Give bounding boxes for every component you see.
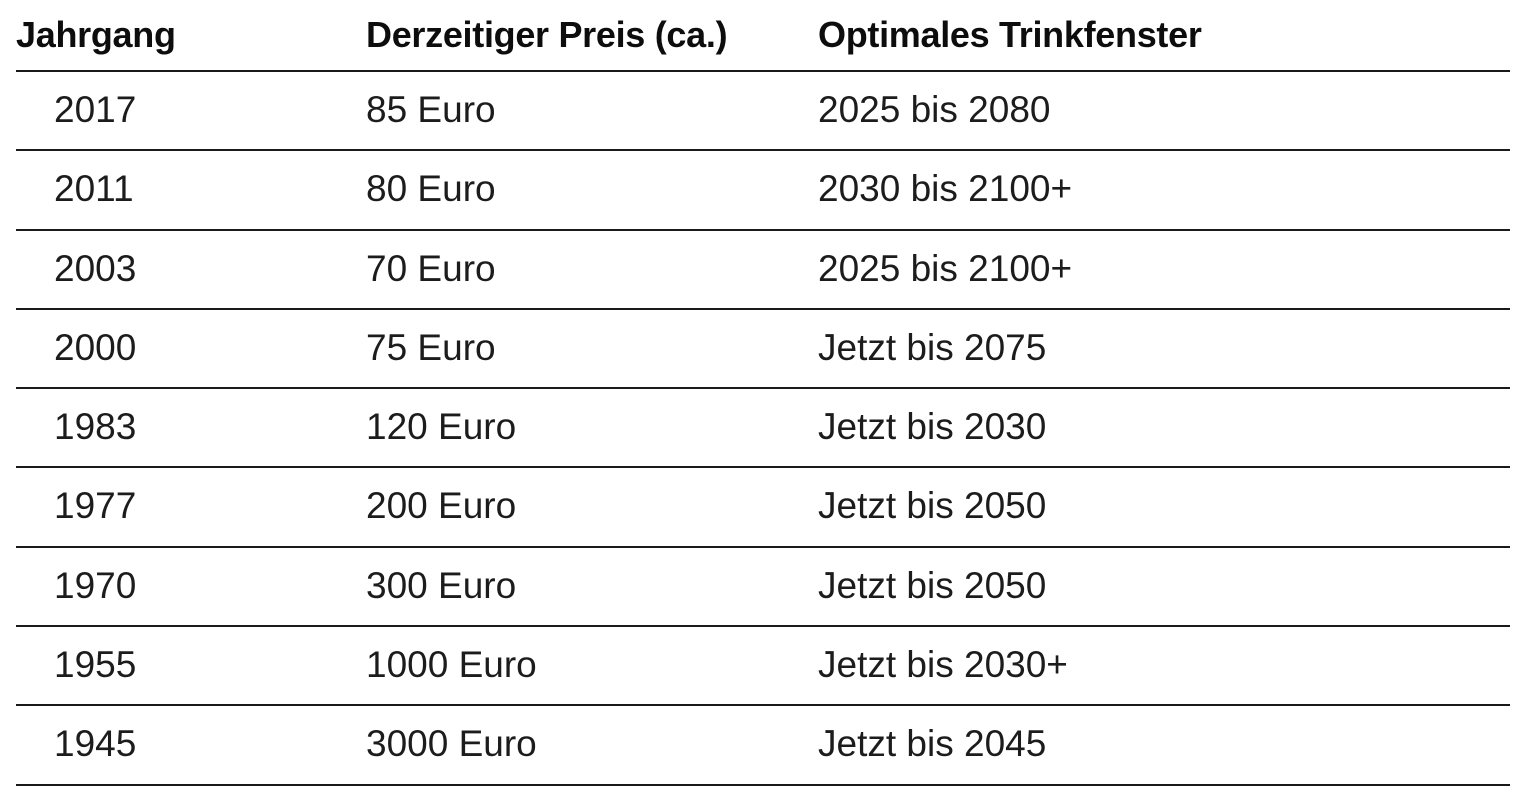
table-row: 2011 80 Euro 2030 bis 2100+ [16,151,1510,231]
cell-drinking-window: Jetzt bis 2030 [818,406,1047,448]
cell-price: 85 Euro [366,89,496,130]
cell-price: 120 Euro [366,406,517,448]
cell-year: 1977 [54,485,137,527]
vintage-table: Jahrgang Derzeitiger Preis (ca.) Optimal… [16,0,1510,786]
table-row: 1955 1000 Euro Jetzt bis 2030+ [16,627,1510,707]
cell-price: 75 Euro [366,326,496,368]
header-year: Jahrgang [16,14,176,55]
cell-price: 300 Euro [366,564,517,606]
cell-year: 1983 [54,406,137,448]
table-row: 1945 3000 Euro Jetzt bis 2045 [16,706,1510,786]
table-row: 2017 85 Euro 2025 bis 2080 [16,72,1510,152]
cell-year: 2003 [54,247,137,289]
cell-drinking-window: 2025 bis 2100+ [818,247,1073,289]
header-price: Derzeitiger Preis (ca.) [366,14,728,55]
header-drinking-window: Optimales Trinkfenster [818,14,1202,55]
cell-drinking-window: 2030 bis 2100+ [818,168,1073,210]
cell-price: 1000 Euro [366,644,537,686]
cell-drinking-window: Jetzt bis 2030+ [818,644,1068,686]
cell-year: 1955 [54,644,137,686]
cell-drinking-window: Jetzt bis 2045 [818,723,1047,765]
cell-year: 2017 [54,89,137,130]
cell-year: 1970 [54,564,137,606]
cell-drinking-window: Jetzt bis 2050 [818,485,1047,527]
cell-year: 2000 [54,326,137,368]
table-row: 1977 200 Euro Jetzt bis 2050 [16,468,1510,548]
cell-drinking-window: 2025 bis 2080 [818,89,1051,130]
table-row: 2003 70 Euro 2025 bis 2100+ [16,231,1510,310]
cell-price: 70 Euro [366,247,496,289]
cell-drinking-window: Jetzt bis 2075 [818,326,1047,368]
table-row: 1983 120 Euro Jetzt bis 2030 [16,389,1510,469]
cell-price: 200 Euro [366,485,517,527]
cell-drinking-window: Jetzt bis 2050 [818,564,1047,606]
cell-price: 3000 Euro [366,723,537,765]
cell-year: 2011 [54,168,134,210]
table-header: Jahrgang Derzeitiger Preis (ca.) Optimal… [16,0,1510,72]
cell-year: 1945 [54,723,137,765]
cell-price: 80 Euro [366,168,496,210]
table-row: 1970 300 Euro Jetzt bis 2050 [16,548,1510,628]
table-row: 2000 75 Euro Jetzt bis 2075 [16,310,1510,390]
